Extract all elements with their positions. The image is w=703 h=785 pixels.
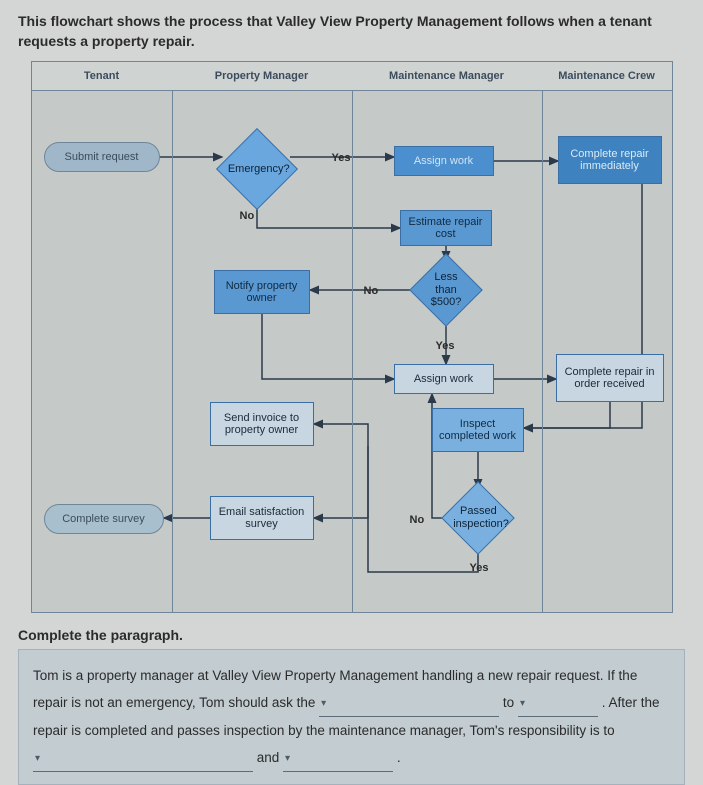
node-assign1: Assign work bbox=[394, 146, 494, 176]
node-estimate: Estimate repair cost bbox=[400, 210, 492, 246]
chevron-down-icon[interactable]: ▾ bbox=[319, 698, 326, 709]
node-crew2: Complete repair in order received bbox=[556, 354, 664, 402]
q-text-4: and bbox=[257, 750, 283, 765]
lane-header-mc: Maintenance Crew bbox=[542, 62, 672, 91]
edge-label: No bbox=[240, 210, 255, 222]
node-submit: Submit request bbox=[44, 142, 160, 172]
question-title: Complete the paragraph. bbox=[18, 627, 685, 643]
intro-text: This flowchart shows the process that Va… bbox=[18, 12, 685, 51]
node-inspect: Inspect completed work bbox=[432, 408, 524, 452]
node-complete: Complete survey bbox=[44, 504, 164, 534]
lane-header-mm: Maintenance Manager bbox=[352, 62, 542, 91]
node-notify: Notify property owner bbox=[214, 270, 310, 314]
question-paragraph: Tom is a property manager at Valley View… bbox=[18, 649, 685, 785]
edge-label: No bbox=[410, 514, 425, 526]
edge-label: Yes bbox=[436, 340, 455, 352]
edge-label: Yes bbox=[470, 562, 489, 574]
lane-header-pm: Property Manager bbox=[172, 62, 352, 91]
blank-2[interactable]: ▾ bbox=[518, 689, 598, 717]
q-text-5: . bbox=[397, 750, 401, 765]
chevron-down-icon[interactable]: ▾ bbox=[518, 698, 525, 709]
node-crew1: Complete repair immediately bbox=[558, 136, 662, 184]
flowchart: TenantProperty ManagerMaintenance Manage… bbox=[31, 61, 673, 613]
blank-4[interactable]: ▾ bbox=[283, 744, 393, 772]
node-invoice: Send invoice to property owner bbox=[210, 402, 314, 446]
q-text-2: to bbox=[503, 695, 518, 710]
chevron-down-icon[interactable]: ▾ bbox=[283, 753, 290, 764]
chevron-down-icon[interactable]: ▾ bbox=[33, 753, 40, 764]
edge-label: No bbox=[364, 285, 379, 297]
lane-header-tenant: Tenant bbox=[32, 62, 172, 91]
node-assign2: Assign work bbox=[394, 364, 494, 394]
blank-1[interactable]: ▾ bbox=[319, 689, 499, 717]
edge-label: Yes bbox=[332, 152, 351, 164]
node-email: Email satisfaction survey bbox=[210, 496, 314, 540]
blank-3[interactable]: ▾ bbox=[33, 744, 253, 772]
